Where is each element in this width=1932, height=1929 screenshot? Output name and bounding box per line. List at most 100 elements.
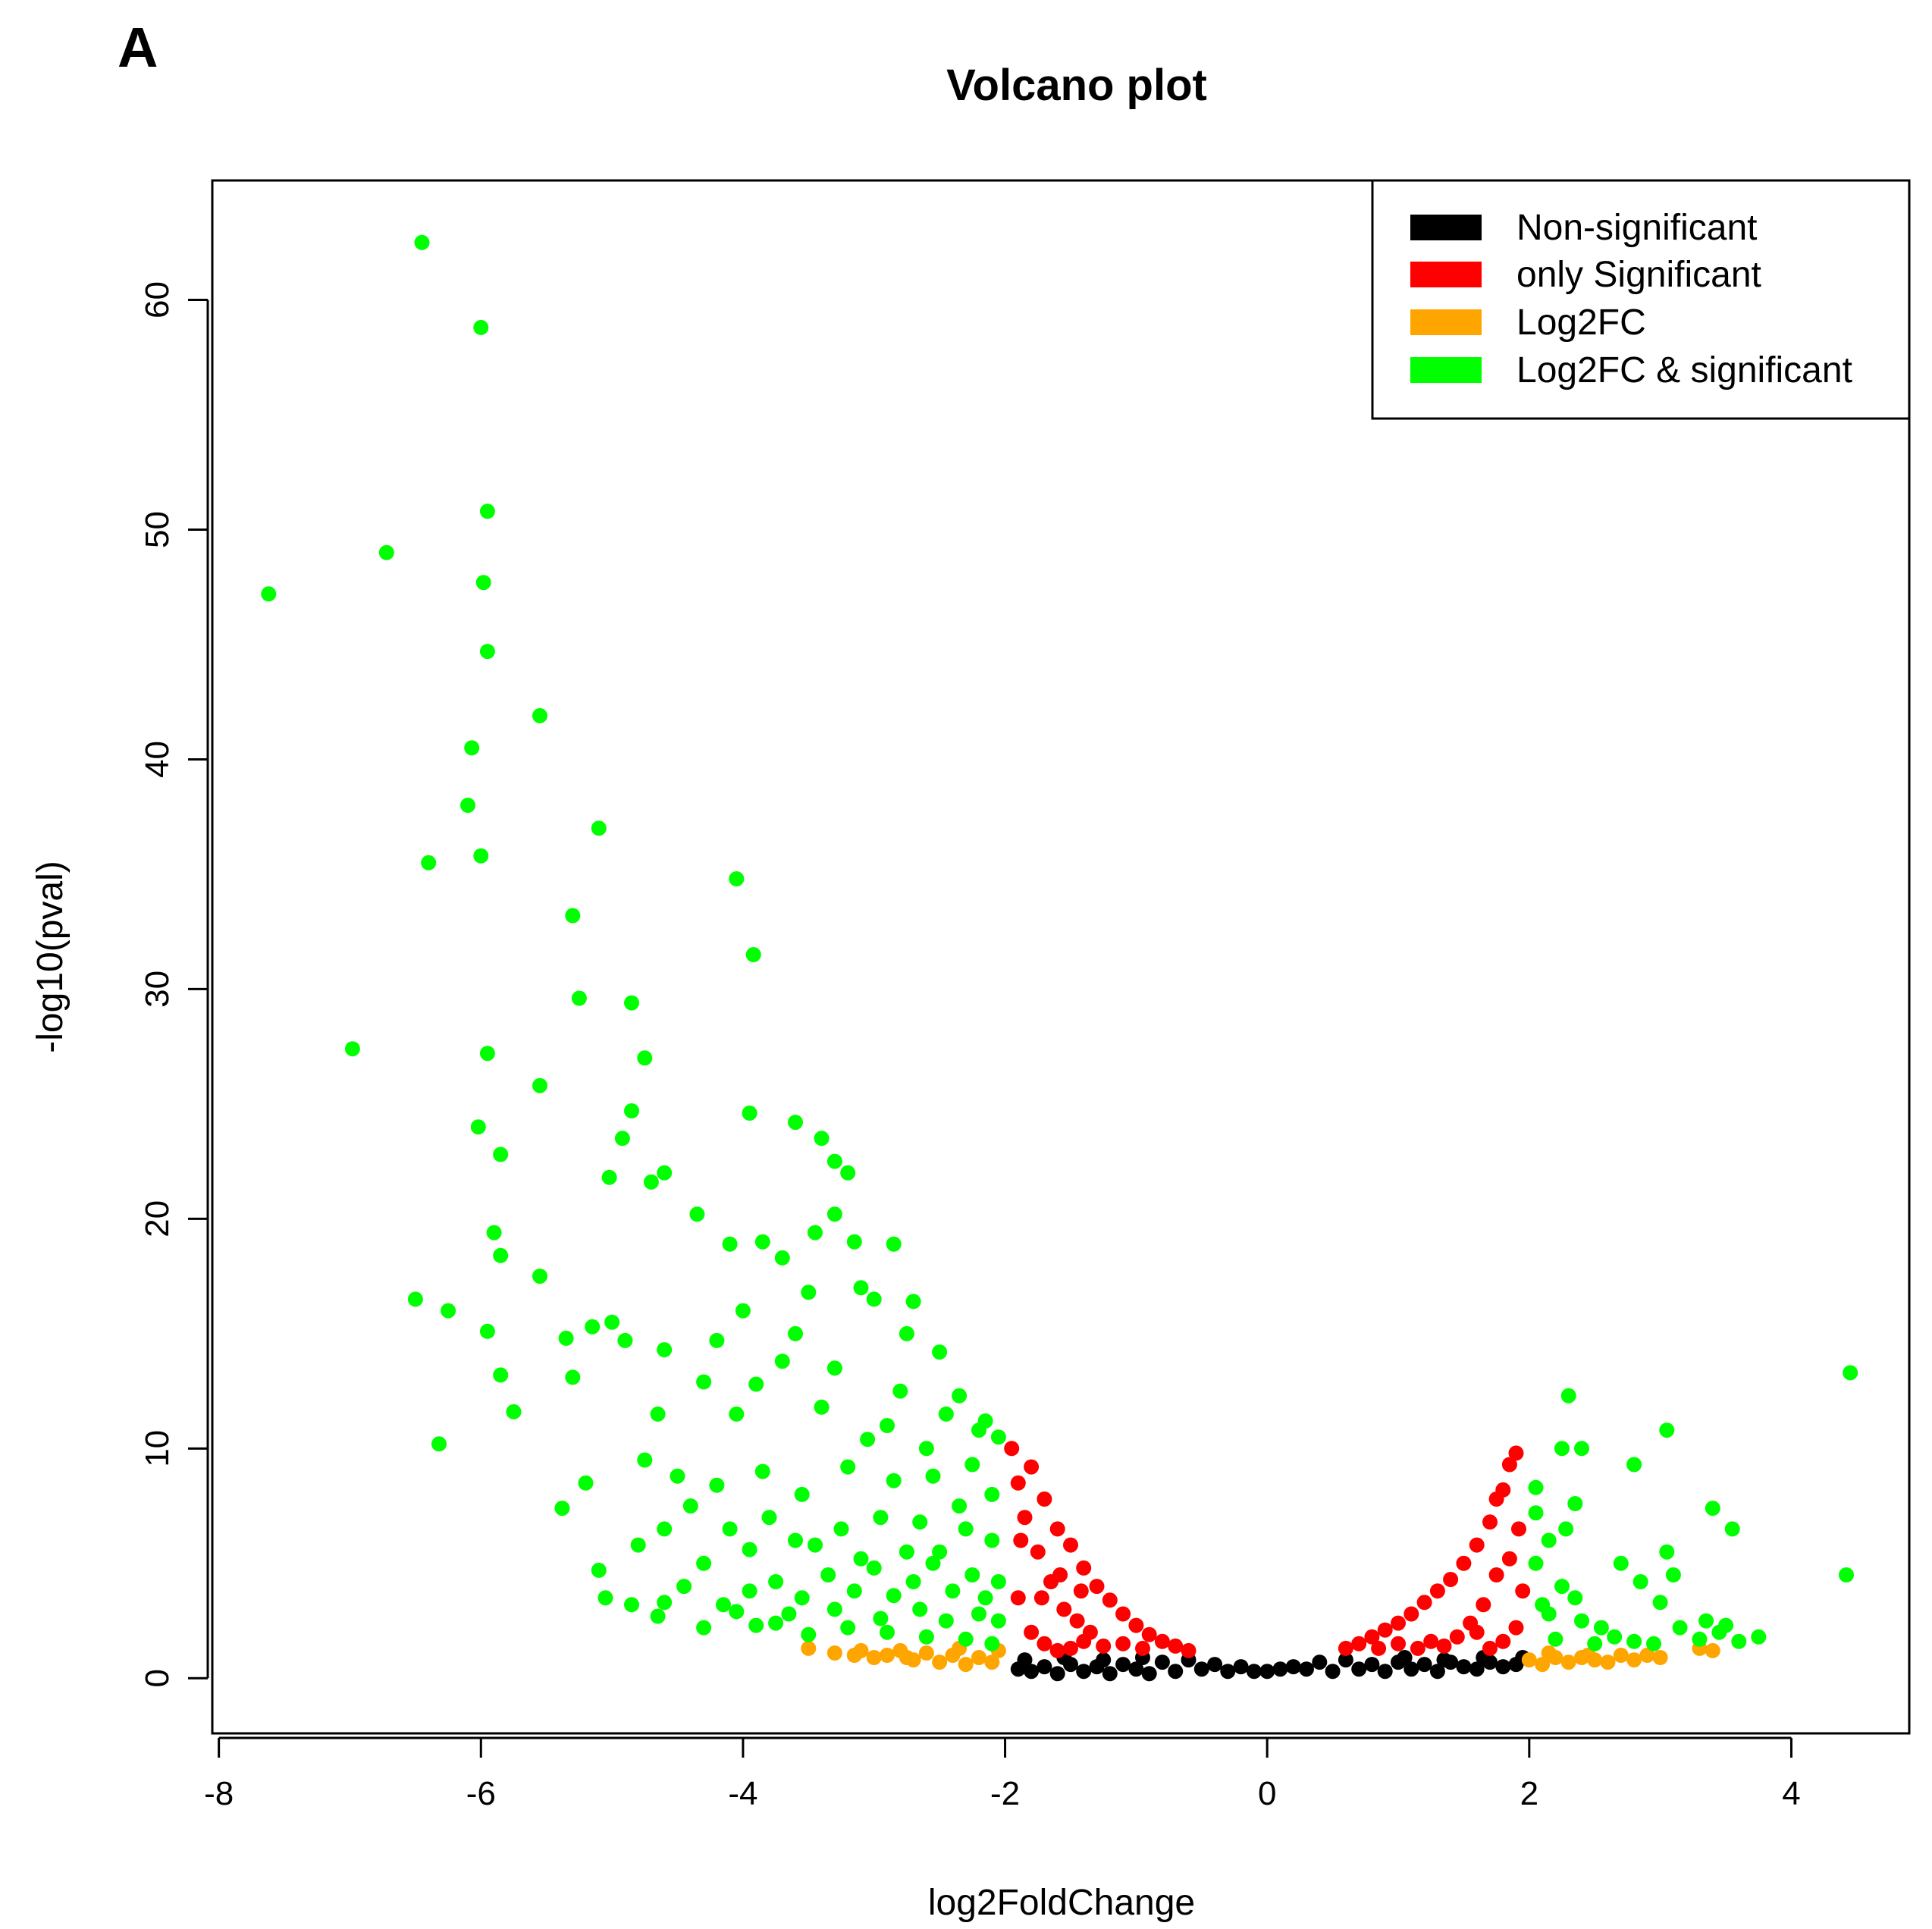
data-point	[1528, 1505, 1544, 1521]
data-point	[1567, 1590, 1583, 1606]
data-point	[1515, 1583, 1531, 1599]
data-point	[801, 1284, 817, 1300]
data-point	[407, 1291, 423, 1307]
data-point	[880, 1648, 895, 1663]
legend: Non-significant only Significant Log2FC …	[1371, 179, 1911, 420]
data-point	[378, 544, 394, 560]
data-point	[1364, 1629, 1380, 1645]
data-point	[630, 1537, 646, 1553]
data-point	[1063, 1640, 1078, 1656]
data-point	[1102, 1666, 1118, 1682]
data-point	[441, 1303, 456, 1319]
data-point	[971, 1606, 986, 1622]
data-point	[925, 1468, 941, 1484]
data-point	[421, 855, 437, 870]
data-point	[1511, 1521, 1526, 1537]
data-point	[1429, 1583, 1445, 1599]
data-point	[873, 1611, 889, 1626]
data-point	[1672, 1620, 1688, 1636]
data-point	[709, 1332, 725, 1348]
data-point	[1115, 1657, 1131, 1673]
data-point	[840, 1620, 856, 1636]
data-point	[1558, 1521, 1574, 1537]
data-point	[925, 1555, 941, 1571]
data-point	[601, 1169, 617, 1185]
data-point	[826, 1206, 842, 1222]
data-point	[1731, 1633, 1747, 1649]
data-point	[493, 1146, 509, 1162]
data-point	[938, 1406, 954, 1422]
data-point	[464, 740, 480, 756]
data-point	[892, 1383, 908, 1399]
data-point	[958, 1657, 974, 1673]
data-point	[1010, 1590, 1026, 1606]
data-point	[912, 1601, 928, 1617]
data-point	[754, 1234, 770, 1250]
data-point	[742, 1106, 757, 1121]
data-point	[565, 908, 581, 924]
data-point	[1613, 1648, 1629, 1663]
data-point	[1488, 1567, 1504, 1582]
data-point	[1469, 1624, 1485, 1640]
data-point	[958, 1521, 974, 1537]
data-point	[1017, 1510, 1033, 1526]
data-point	[1593, 1620, 1609, 1636]
data-point	[261, 586, 277, 602]
data-point	[1351, 1636, 1367, 1651]
data-point	[1033, 1590, 1049, 1606]
data-point	[899, 1544, 914, 1560]
data-point	[624, 1103, 639, 1118]
data-point	[984, 1655, 1000, 1670]
data-point	[1371, 1640, 1387, 1656]
x-tick-label: 4	[1782, 1775, 1800, 1812]
x-tick-label: -8	[204, 1775, 234, 1812]
data-point	[1416, 1657, 1432, 1673]
data-point	[1652, 1595, 1668, 1611]
data-point	[1429, 1664, 1445, 1680]
data-points	[261, 234, 1858, 1682]
series-nonsig	[1010, 1650, 1531, 1682]
legend-swatch-log2fc	[1410, 309, 1482, 335]
data-point	[1073, 1583, 1089, 1599]
data-point	[1030, 1544, 1046, 1560]
data-point	[1613, 1555, 1629, 1571]
data-point	[754, 1463, 770, 1479]
data-point	[532, 1077, 547, 1093]
data-point	[1096, 1652, 1112, 1668]
data-point	[1574, 1613, 1589, 1629]
data-point	[604, 1314, 620, 1330]
data-point	[905, 1294, 921, 1310]
data-point	[1115, 1606, 1131, 1622]
data-point	[1024, 1624, 1040, 1640]
data-point	[1705, 1501, 1720, 1517]
data-point	[899, 1650, 914, 1665]
data-point	[788, 1532, 803, 1548]
data-point	[814, 1131, 830, 1146]
data-point	[1548, 1631, 1563, 1647]
data-point	[853, 1280, 869, 1296]
data-point	[1626, 1652, 1642, 1668]
data-point	[696, 1555, 712, 1571]
data-point	[1692, 1631, 1708, 1647]
data-point	[1495, 1633, 1511, 1649]
data-point	[768, 1574, 784, 1589]
data-point	[650, 1406, 666, 1422]
data-point	[1024, 1664, 1040, 1680]
x-tick-label: 2	[1520, 1775, 1538, 1812]
data-point	[886, 1236, 902, 1252]
data-point	[470, 1119, 486, 1135]
data-point	[637, 1452, 653, 1468]
data-point	[1626, 1633, 1642, 1649]
data-point	[1724, 1521, 1740, 1537]
data-point	[1299, 1661, 1314, 1677]
data-point	[1495, 1482, 1511, 1498]
data-point	[1508, 1445, 1524, 1461]
data-point	[1069, 1613, 1085, 1629]
data-point	[1528, 1479, 1544, 1495]
data-point	[1102, 1592, 1118, 1608]
data-point	[1285, 1659, 1301, 1675]
data-point	[1037, 1636, 1052, 1651]
data-point	[1049, 1642, 1065, 1658]
data-point	[964, 1457, 980, 1473]
data-point	[964, 1567, 980, 1582]
